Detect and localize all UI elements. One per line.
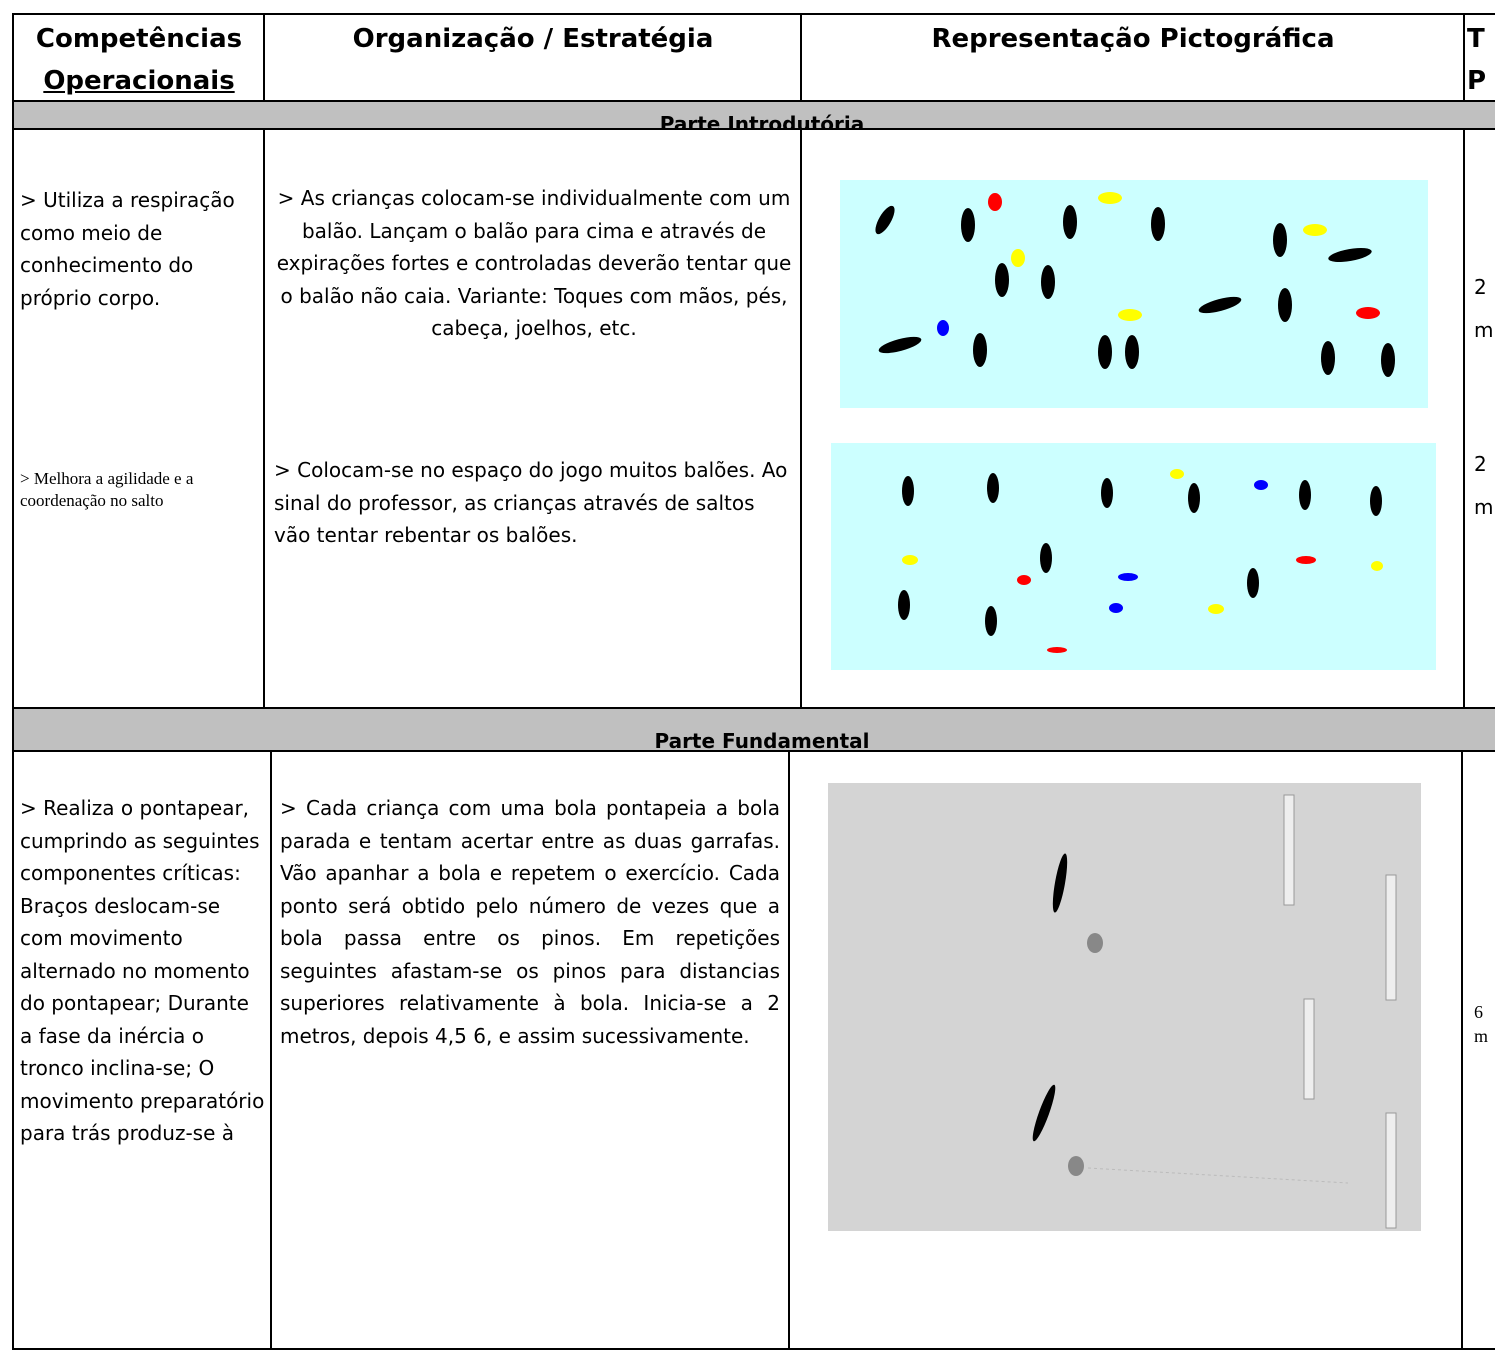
time-text: m [1474, 317, 1494, 342]
illustration [840, 180, 1428, 408]
time-text: 2 [1474, 452, 1487, 476]
page: Competências Operacionais Organização / E… [12, 13, 1495, 1350]
time-text: 6 [1474, 1002, 1483, 1022]
divider [1463, 13, 1465, 102]
header-cell: Representação Pictográfica [803, 18, 1463, 60]
section-title: Parte Fundamental [654, 729, 870, 752]
section-title: Parte Introdutória [659, 112, 865, 130]
header-text: Competências [35, 24, 243, 54]
divider [263, 128, 265, 709]
time-text: m [1474, 1026, 1489, 1046]
competence: > Melhora a agilidade e a coordenação no… [20, 469, 194, 510]
organization: > Colocam-se no espaço do jogo muitos ba… [274, 458, 788, 547]
organization: > Cada criança com uma bola pontapeia a … [280, 796, 780, 1048]
header-text: Organização / Estratégia [352, 24, 714, 54]
competence: > Realiza o pontapear, cumprindo as segu… [20, 796, 265, 1145]
divider [263, 13, 265, 102]
header-text: Operacionais [43, 66, 235, 96]
illustration [828, 783, 1421, 1231]
header-cell: Organização / Estratégia [266, 18, 800, 60]
divider [1463, 128, 1465, 709]
header-cell: Competências Operacionais [14, 18, 264, 102]
time-text: 2 [1474, 275, 1487, 299]
section-bar: Parte Introdutória [12, 100, 1495, 130]
header-text: T [1467, 24, 1485, 54]
divider [270, 750, 272, 1350]
divider [1461, 750, 1463, 1350]
organization: > As crianças colocam-se individualmente… [276, 186, 792, 340]
divider [788, 750, 790, 1350]
section-bar: Parte Fundamental [12, 707, 1495, 752]
divider [800, 128, 802, 709]
header-text: Representação Pictográfica [931, 24, 1335, 54]
divider [800, 13, 802, 102]
header-text: P [1467, 66, 1487, 96]
time-text: m [1474, 494, 1494, 519]
competence: > Utiliza a respiração como meio de conh… [20, 188, 235, 310]
illustration [831, 443, 1436, 670]
